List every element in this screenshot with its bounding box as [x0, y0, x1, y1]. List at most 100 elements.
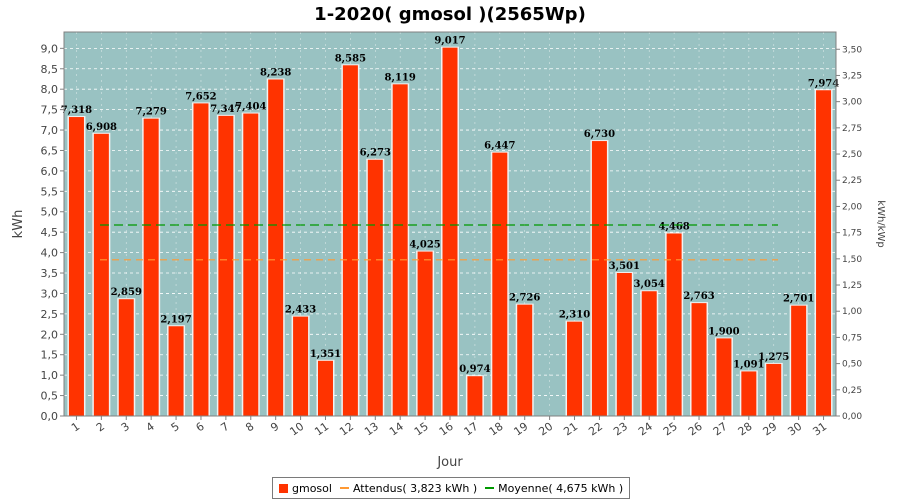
bar	[442, 47, 458, 416]
y-tick-label: 8,5	[41, 63, 59, 76]
x-tick-label: 24	[636, 420, 655, 439]
x-tick-label: 21	[561, 420, 580, 439]
y-tick-label: 1,0	[41, 369, 59, 382]
bar-label: 1,091	[733, 359, 764, 370]
x-tick-label: 26	[686, 420, 705, 439]
x-tick-label: 7	[218, 420, 231, 435]
legend-label: gmosol	[292, 481, 332, 495]
bar	[342, 65, 358, 417]
bar-label: 7,318	[61, 105, 92, 116]
y-tick-label: 4,0	[41, 247, 59, 260]
y2-tick-label: 0,50	[842, 360, 862, 370]
legend-swatch	[339, 487, 349, 489]
bar	[367, 159, 383, 416]
bar	[666, 233, 682, 416]
x-tick-label: 20	[536, 420, 555, 439]
y2-tick-label: 3,00	[842, 98, 862, 108]
bar-label: 6,730	[584, 129, 615, 140]
y-tick-label: 2,0	[41, 328, 59, 341]
y2-tick-label: 0,25	[842, 386, 862, 396]
x-tick-label: 15	[412, 420, 431, 439]
bar-label: 1,900	[708, 326, 739, 337]
bar	[143, 118, 159, 416]
x-tick-label: 29	[761, 420, 780, 439]
legend-swatch	[485, 487, 495, 489]
x-tick-label: 30	[785, 420, 804, 439]
bar-label: 0,974	[459, 364, 490, 375]
y-tick-label: 7,5	[41, 104, 59, 117]
bar	[791, 305, 807, 416]
bar-label: 7,279	[135, 107, 166, 118]
bar	[467, 376, 483, 416]
legend-label: Attendus( 3,823 kWh )	[352, 481, 478, 495]
x-tick-label: 17	[462, 420, 481, 439]
x-tick-label: 14	[387, 420, 406, 439]
bar-label: 2,310	[559, 310, 590, 321]
x-tick-label: 3	[119, 420, 132, 435]
x-tick-label: 16	[437, 420, 456, 439]
bar	[417, 251, 433, 416]
chart-title: 1-2020( gmosol )(2565Wp)	[314, 4, 586, 25]
bar	[616, 272, 632, 416]
bar-label: 6,447	[484, 141, 515, 152]
x-tick-label: 12	[337, 420, 356, 439]
legend-label: Moyenne( 4,675 kWh )	[498, 481, 624, 495]
y2-tick-label: 3,25	[842, 71, 862, 81]
bar-label: 1,275	[758, 352, 789, 363]
bar-label: 2,859	[111, 287, 142, 298]
bar	[317, 360, 333, 416]
bar	[691, 303, 707, 416]
y-tick-label: 0,5	[41, 390, 59, 403]
bar-label: 2,197	[160, 314, 191, 325]
bar-label: 2,701	[783, 294, 814, 305]
bar-label: 6,273	[360, 148, 391, 159]
bar	[392, 84, 408, 417]
bar-label: 3,054	[634, 279, 665, 290]
y2-tick-label: 0,00	[842, 412, 862, 422]
y-tick-label: 3,0	[41, 287, 59, 300]
y2-tick-label: 1,75	[842, 229, 862, 239]
bar	[293, 316, 309, 416]
bar	[243, 113, 259, 416]
x-axis-title: Jour	[436, 455, 463, 470]
y-tick-label: 0,0	[41, 410, 59, 423]
bar-label: 7,652	[185, 91, 216, 102]
bar	[716, 338, 732, 416]
y2-tick-label: 1,50	[842, 255, 862, 265]
x-tick-label: 8	[243, 420, 256, 435]
legend-swatch	[279, 483, 288, 493]
x-tick-label: 1	[69, 420, 82, 435]
y2-tick-label: 2,50	[842, 150, 862, 160]
y2-tick-label: 0,75	[842, 333, 862, 343]
y2-tick-label: 1,00	[842, 307, 862, 317]
y2-tick-label: 2,00	[842, 202, 862, 212]
bar	[492, 152, 508, 417]
y-tick-label: 6,5	[41, 144, 59, 157]
x-tick-label: 28	[736, 420, 755, 439]
y2-tick-label: 3,50	[842, 45, 862, 55]
x-tick-label: 31	[810, 420, 829, 439]
bar-label: 1,351	[310, 349, 341, 360]
bar	[741, 371, 757, 416]
x-tick-label: 6	[193, 420, 206, 435]
bar-label: 2,726	[509, 293, 540, 304]
bar	[816, 90, 832, 417]
bar-label: 4,025	[409, 240, 440, 251]
bar	[118, 299, 134, 416]
bar	[567, 321, 583, 416]
y2-tick-label: 2,25	[842, 176, 862, 186]
bar-label: 2,433	[285, 305, 316, 316]
bar	[517, 304, 533, 416]
bar-label: 8,585	[335, 53, 366, 64]
x-tick-label: 23	[611, 420, 630, 439]
x-tick-label: 27	[711, 420, 730, 439]
legend-item: gmosol	[279, 482, 332, 495]
x-tick-label: 19	[512, 420, 531, 439]
bar	[268, 79, 284, 416]
x-tick-label: 10	[287, 420, 306, 439]
x-tick-label: 13	[362, 420, 381, 439]
y-tick-label: 5,5	[41, 185, 59, 198]
y-tick-label: 4,5	[41, 226, 59, 239]
x-tick-label: 2	[94, 420, 107, 435]
